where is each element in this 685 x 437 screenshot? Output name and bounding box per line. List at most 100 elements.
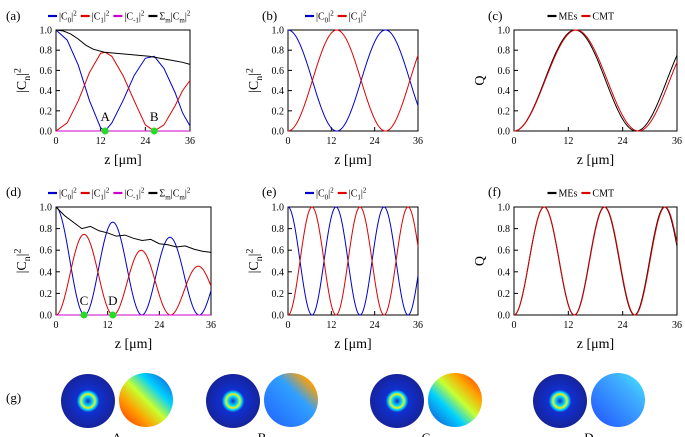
mode-profile-C: C — [370, 373, 482, 437]
y-tick-label: 0.8 — [40, 224, 53, 235]
y-tick-label: 0.2 — [40, 106, 53, 117]
x-tick-label: 0 — [512, 136, 517, 147]
y-tick-label: 0.0 — [272, 311, 285, 322]
phase-disc — [119, 373, 173, 427]
x-tick-label: 24 — [154, 320, 164, 331]
x-axis-label: z [μm] — [334, 337, 371, 352]
x-tick-label: 36 — [672, 320, 682, 331]
y-tick-label: 0.8 — [40, 46, 53, 57]
y-tick-label: 0.8 — [498, 46, 511, 57]
intensity-disc — [206, 374, 260, 428]
y-tick-label: 1.0 — [272, 203, 285, 214]
phase-disc — [591, 373, 645, 427]
y-axis-label: |Cn|2 — [244, 68, 265, 93]
y-tick-label: 0.2 — [272, 289, 285, 300]
x-tick-label: 12 — [326, 320, 336, 331]
y-tick-label: 1.0 — [498, 26, 511, 37]
panel-label: (c) — [488, 8, 502, 23]
annotation-marker — [101, 127, 109, 135]
series-line — [287, 29, 419, 132]
x-tick-label: 0 — [54, 136, 59, 147]
intensity-disc — [533, 374, 587, 428]
legend-label: |C1|2 — [349, 10, 367, 25]
legend-label: |C1|2 — [349, 187, 367, 202]
y-tick-label: 0.0 — [498, 311, 511, 322]
series-line — [55, 206, 212, 253]
series-line — [513, 29, 678, 132]
mode-label: C — [422, 430, 431, 437]
y-tick-label: 0.8 — [272, 46, 285, 57]
panel-c: 0 12 24 36 0.0 0.2 0.4 0.6 0.8 1.0 (c) z [μm] Q MEs CM… — [473, 8, 682, 168]
panel-label: (b) — [262, 8, 277, 23]
x-tick-label: 36 — [206, 320, 216, 331]
legend-label: |C0|2 — [316, 10, 334, 25]
series-line — [287, 206, 419, 316]
mode-profile-A: A — [61, 373, 173, 437]
y-tick-label: 0.2 — [40, 289, 53, 300]
annotation-marker — [80, 311, 88, 319]
y-tick-label: 1.0 — [40, 203, 53, 214]
panel-label: (g) — [6, 390, 21, 405]
x-tick-label: 36 — [672, 136, 682, 147]
panel-label: (f) — [488, 184, 501, 199]
x-tick-label: 24 — [370, 136, 380, 147]
mode-label: B — [258, 430, 267, 437]
series-line — [287, 206, 419, 316]
legend-label: |C-1|2 — [124, 187, 145, 202]
y-tick-label: 0.2 — [272, 106, 285, 117]
phase-disc — [264, 373, 318, 427]
legend-label: MEs — [559, 189, 578, 200]
x-tick-label: 0 — [54, 320, 59, 331]
annotation-label: D — [108, 293, 117, 308]
panel-a: 0 12 24 36 0.0 0.2 0.4 0.6 0.8 1.0 A B (a) z [μm] |Cn|… — [6, 8, 195, 168]
series-line — [55, 233, 212, 316]
mode-label: A — [112, 430, 122, 437]
y-tick-label: 0.8 — [272, 224, 285, 235]
x-tick-label: 0 — [286, 136, 291, 147]
panel-g: (g) A B C D — [6, 373, 645, 437]
legend-label: CMT — [592, 12, 614, 23]
legend-label: |C1|2 — [92, 187, 110, 202]
x-tick-label: 0 — [286, 320, 291, 331]
y-tick-label: 0.0 — [498, 127, 511, 138]
panel-e: 0 12 24 36 0.0 0.2 0.4 0.6 0.8 1.0 (e) z [μm] |Cn|2 |… — [244, 184, 423, 352]
plot-frame — [513, 206, 678, 316]
panel-f: 0 12 24 36 0.0 0.2 0.4 0.6 0.8 1.0 (f) z [μm] Q MEs CM… — [473, 184, 682, 352]
y-tick-label: 1.0 — [40, 26, 53, 37]
y-tick-label: 0.6 — [498, 66, 511, 77]
y-tick-label: 0.0 — [40, 311, 53, 322]
y-tick-label: 0.4 — [272, 267, 285, 278]
x-axis-label: z [μm] — [115, 337, 152, 352]
mode-profile-D: D — [533, 373, 645, 437]
x-tick-label: 12 — [96, 136, 106, 147]
y-tick-label: 0.6 — [40, 246, 53, 257]
series-line — [513, 206, 678, 316]
x-tick-label: 24 — [370, 320, 380, 331]
y-tick-label: 0.0 — [272, 127, 285, 138]
y-tick-label: 0.6 — [498, 246, 511, 257]
x-tick-label: 24 — [140, 136, 150, 147]
series-line — [55, 29, 191, 132]
y-axis-label: |Cn|2 — [244, 249, 265, 274]
panel-label: (a) — [6, 8, 20, 23]
y-tick-label: 0.4 — [40, 86, 53, 97]
legend-label: MEs — [559, 12, 578, 23]
y-tick-label: 0.6 — [272, 246, 285, 257]
y-tick-label: 0.4 — [272, 86, 285, 97]
y-tick-label: 0.2 — [498, 106, 511, 117]
x-axis-label: z [μm] — [104, 153, 141, 168]
panel-b: 0 12 24 36 0.0 0.2 0.4 0.6 0.8 1.0 (b) z [μm] |Cn|2 |… — [244, 8, 423, 168]
mode-label: D — [584, 430, 593, 437]
y-tick-label: 1.0 — [272, 26, 285, 37]
legend-label: |C0|2 — [316, 187, 334, 202]
legend-label: Σm|Cm|2 — [159, 187, 190, 202]
x-tick-label: 12 — [103, 320, 113, 331]
y-axis-label: |Cn|2 — [12, 249, 33, 274]
series-line — [55, 29, 191, 65]
series-line — [513, 29, 678, 132]
legend-label: |C-1|2 — [124, 10, 145, 25]
phase-disc — [428, 373, 482, 427]
y-tick-label: 0.4 — [498, 86, 511, 97]
legend-label: CMT — [592, 189, 614, 200]
